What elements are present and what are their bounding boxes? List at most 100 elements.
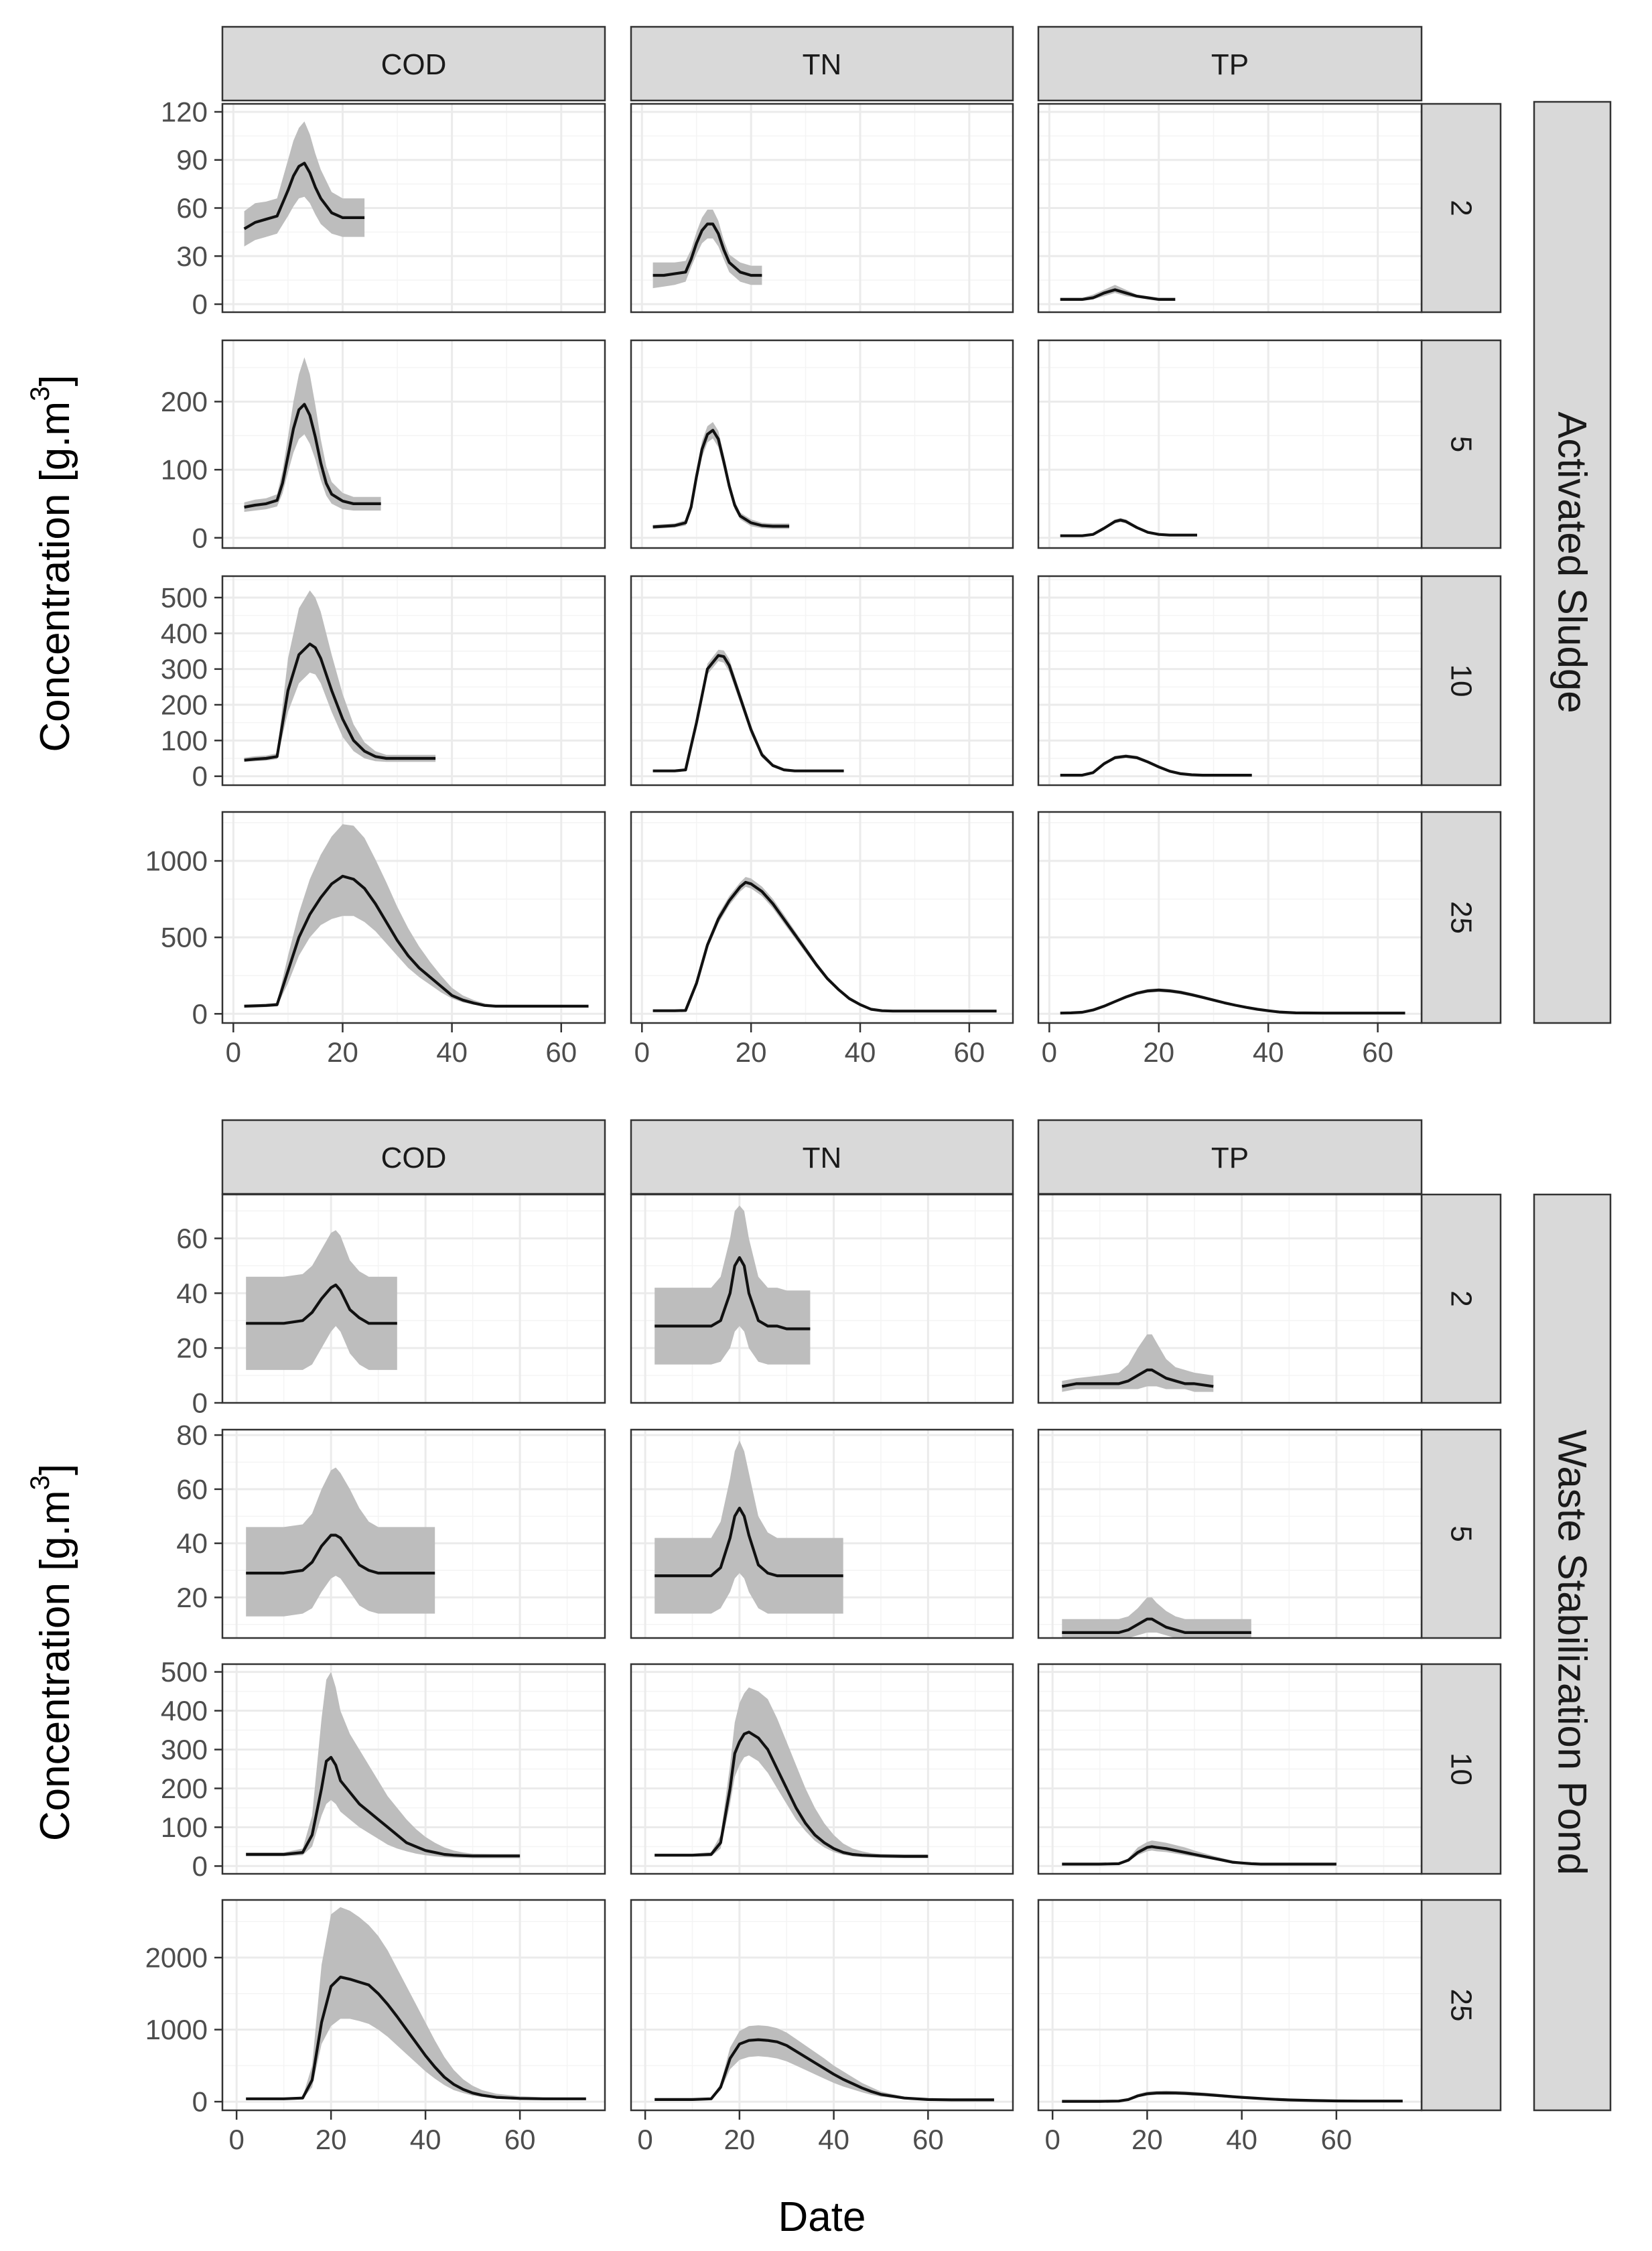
uncertainty-band — [244, 824, 589, 1008]
series-TN-25 — [655, 2025, 994, 2102]
x-tick-label: 40 — [818, 2124, 849, 2155]
panel-border — [1037, 1663, 1423, 1875]
series-COD-10 — [246, 1672, 521, 1858]
panel-tp-10 — [1037, 575, 1423, 787]
panel-background — [1038, 340, 1422, 548]
x-tick-label: 20 — [724, 2124, 755, 2155]
row-strip-25 — [1420, 811, 1502, 1024]
panel-border — [221, 339, 606, 549]
uncertainty-band — [1062, 1597, 1251, 1638]
series-TP-2 — [1060, 285, 1176, 301]
facet-group-waste-stabilization-pond: COD TN TP202040605204060801001002003004005… — [25, 1119, 1612, 2240]
panel-cod-2: 0 30 60 90 120 — [161, 96, 606, 320]
panel-border — [1037, 103, 1423, 314]
y-tick-label: 120 — [161, 96, 208, 127]
panel-background — [222, 576, 605, 785]
panel-background — [631, 1900, 1013, 2110]
mean-line — [652, 429, 790, 529]
x-tick-label: 40 — [845, 1036, 876, 1068]
series-COD-2 — [246, 1230, 397, 1370]
uncertainty-band — [246, 1672, 521, 1858]
series-TP-5 — [1062, 1597, 1251, 1638]
series-COD-5 — [246, 1467, 435, 1617]
panel-background — [1038, 1195, 1422, 1403]
column-strip-label-cod: COD — [381, 1142, 447, 1174]
uncertainty-band — [655, 1440, 843, 1614]
uncertainty-band — [652, 422, 790, 529]
x-tick-label: 20 — [327, 1036, 358, 1068]
row-strip-label-5: 5 — [1445, 1525, 1478, 1542]
x-tick-label: 60 — [912, 2124, 944, 2155]
row-strip-label-5: 5 — [1445, 436, 1478, 452]
panel-border — [221, 1899, 606, 2112]
panel-border — [1037, 1899, 1423, 2112]
x-axis-title: Date — [778, 2194, 866, 2240]
panel-background — [631, 576, 1013, 785]
column-strip-tp — [1037, 25, 1423, 102]
mean-line — [246, 1756, 521, 1858]
y-tick-label: 500 — [161, 922, 208, 953]
panel-tp-5 — [1037, 339, 1423, 549]
mean-line — [1062, 1617, 1251, 1634]
panel-tn-2 — [630, 103, 1014, 314]
y-tick-label: 60 — [176, 1223, 208, 1254]
x-tick-label: 40 — [436, 1036, 468, 1068]
column-strip-cod — [221, 1119, 606, 1195]
y-tick-label: 0 — [192, 522, 208, 553]
series-TN-5 — [652, 422, 790, 529]
panel-tn-25: 0 20 40 60 — [630, 811, 1014, 1068]
panel-border — [221, 1663, 606, 1875]
panel-background — [222, 812, 605, 1023]
row-strip-5 — [1420, 1428, 1502, 1639]
x-tick-label: 60 — [504, 2124, 536, 2155]
row-strip-10 — [1420, 575, 1502, 787]
uncertainty-band — [244, 590, 436, 762]
panel-background — [631, 812, 1013, 1023]
row-strip-2 — [1420, 103, 1502, 314]
column-strip-label-tp: TP — [1211, 1142, 1249, 1174]
panel-border — [1037, 1193, 1423, 1404]
group-strip-label: Waste Stabilization Pond — [1550, 1430, 1595, 1875]
series-TP-5 — [1060, 518, 1197, 537]
panel-background — [1038, 812, 1422, 1023]
panel-tp-10 — [1037, 1663, 1423, 1875]
y-axis-title: Concentration [g.m3] — [25, 1464, 78, 1841]
y-tick-label: 100 — [161, 1812, 208, 1843]
column-strip-label-cod: COD — [381, 48, 447, 81]
mean-line — [246, 1976, 586, 2100]
mean-line — [1060, 288, 1176, 301]
mean-line — [1061, 1368, 1214, 1388]
panel-tn-5 — [630, 339, 1014, 549]
y-tick-label: 400 — [161, 1695, 208, 1726]
mean-line — [652, 880, 997, 1013]
panel-tp-5 — [1037, 1428, 1423, 1639]
mean-line — [1062, 2091, 1403, 2103]
series-TN-10 — [652, 649, 844, 772]
facet-group-activated-sludge: COD TN TP203060901205010020010010020030040… — [25, 25, 1612, 1068]
panel-border — [221, 1193, 606, 1404]
mean-line — [652, 654, 844, 772]
panel-border — [630, 575, 1014, 787]
panel-tp-2 — [1037, 103, 1423, 314]
y-tick-label: 40 — [176, 1527, 208, 1559]
y-tick-label: 20 — [176, 1582, 208, 1613]
panel-background — [1038, 1900, 1422, 2110]
panel-tp-25: 0 20 40 60 — [1037, 1899, 1423, 2155]
x-tick-label: 20 — [1131, 2124, 1163, 2155]
panel-cod-10: 0 100 200 300 400 500 — [161, 575, 606, 792]
panel-border — [1037, 1428, 1423, 1639]
mean-line — [244, 403, 381, 509]
series-COD-10 — [244, 590, 436, 762]
y-tick-label: 100 — [161, 725, 208, 756]
column-strip-cod — [221, 25, 606, 102]
y-tick-label: 0 — [192, 1850, 208, 1882]
group-strip-label: Activated Sludge — [1550, 411, 1595, 713]
panel-cod-5: 20 40 60 80 — [176, 1420, 606, 1639]
mean-line — [1060, 519, 1197, 537]
y-tick-label: 0 — [192, 1387, 208, 1419]
mean-line — [652, 222, 762, 277]
y-tick-label: 2000 — [145, 1942, 208, 1974]
x-tick-label: 60 — [545, 1036, 577, 1068]
y-tick-label: 60 — [176, 1473, 208, 1505]
